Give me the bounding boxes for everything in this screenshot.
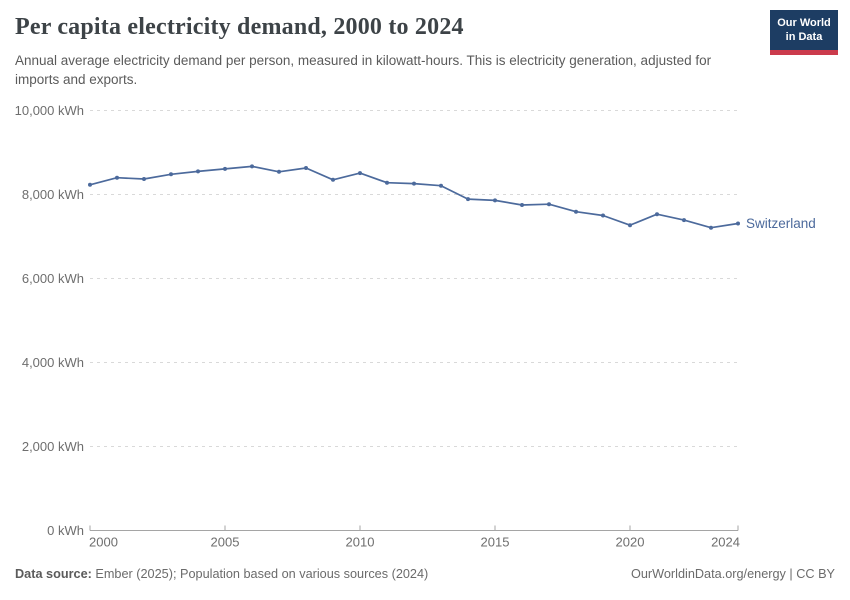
data-point[interactable]: [601, 213, 605, 218]
data-point[interactable]: [628, 223, 632, 228]
data-point[interactable]: [736, 221, 740, 226]
license-note: OurWorldinData.org/energy | CC BY: [630, 567, 835, 581]
data-point[interactable]: [547, 202, 551, 207]
data-source-text: Ember (2025); Population based on variou…: [91, 567, 429, 581]
data-point[interactable]: [682, 218, 686, 223]
data-point[interactable]: [331, 177, 335, 182]
data-point[interactable]: [169, 172, 173, 177]
data-point[interactable]: [655, 212, 659, 217]
chart-subtitle: Annual average electricity demand per pe…: [15, 53, 712, 88]
data-point[interactable]: [142, 177, 146, 181]
data-point[interactable]: [88, 182, 92, 187]
owid-logo-line1: Our World: [777, 17, 831, 29]
data-point[interactable]: [412, 181, 416, 186]
y-axis-tick-label: 6,000 kWh: [22, 271, 84, 286]
data-point[interactable]: [520, 203, 524, 207]
x-axis-tick-label: 2024: [711, 535, 740, 550]
data-point[interactable]: [250, 164, 254, 169]
data-source-label: Data source:: [15, 567, 92, 581]
data-source-note: Data source: Ember (2025); Population ba…: [15, 567, 428, 581]
x-axis-tick-label: 2015: [481, 535, 510, 550]
data-point[interactable]: [709, 225, 713, 230]
data-point[interactable]: [574, 209, 578, 214]
x-axis-tick-label: 2010: [346, 535, 375, 550]
owid-logo[interactable]: Our World in Data: [770, 10, 838, 55]
data-point[interactable]: [223, 166, 227, 171]
data-point[interactable]: [358, 171, 362, 176]
data-point[interactable]: [304, 166, 308, 170]
data-point[interactable]: [466, 197, 470, 202]
y-axis-tick-label: 0 kWh: [47, 523, 84, 538]
y-axis-tick-label: 10,000 kWh: [15, 103, 84, 118]
y-axis-tick-label: 8,000 kWh: [22, 187, 84, 202]
data-point[interactable]: [439, 183, 443, 188]
series-end-label[interactable]: Switzerland: [746, 216, 816, 231]
data-point[interactable]: [493, 198, 497, 203]
y-axis-tick-label: 4,000 kWh: [22, 355, 84, 370]
line-chart[interactable]: 0 kWh 2,000 kWh 4,000 kWh 6,000 kWh 8,000 kW…: [0, 95, 850, 565]
x-axis-tick-label: 2005: [211, 535, 240, 550]
data-point[interactable]: [277, 169, 281, 174]
x-axis-tick-label: 2000: [89, 535, 118, 550]
data-point[interactable]: [196, 169, 200, 174]
owid-logo-line2: in Data: [785, 31, 823, 44]
chart-footer: Data source: Ember (2025); Population ba…: [15, 567, 835, 581]
data-point[interactable]: [385, 180, 389, 185]
x-axis-tick-label: 2020: [616, 535, 645, 550]
page-title: Per capita electricity demand, 2000 to 2…: [15, 14, 464, 40]
y-axis-tick-label: 2,000 kWh: [22, 439, 84, 454]
series-line[interactable]: [89, 165, 739, 229]
data-point[interactable]: [115, 175, 119, 180]
